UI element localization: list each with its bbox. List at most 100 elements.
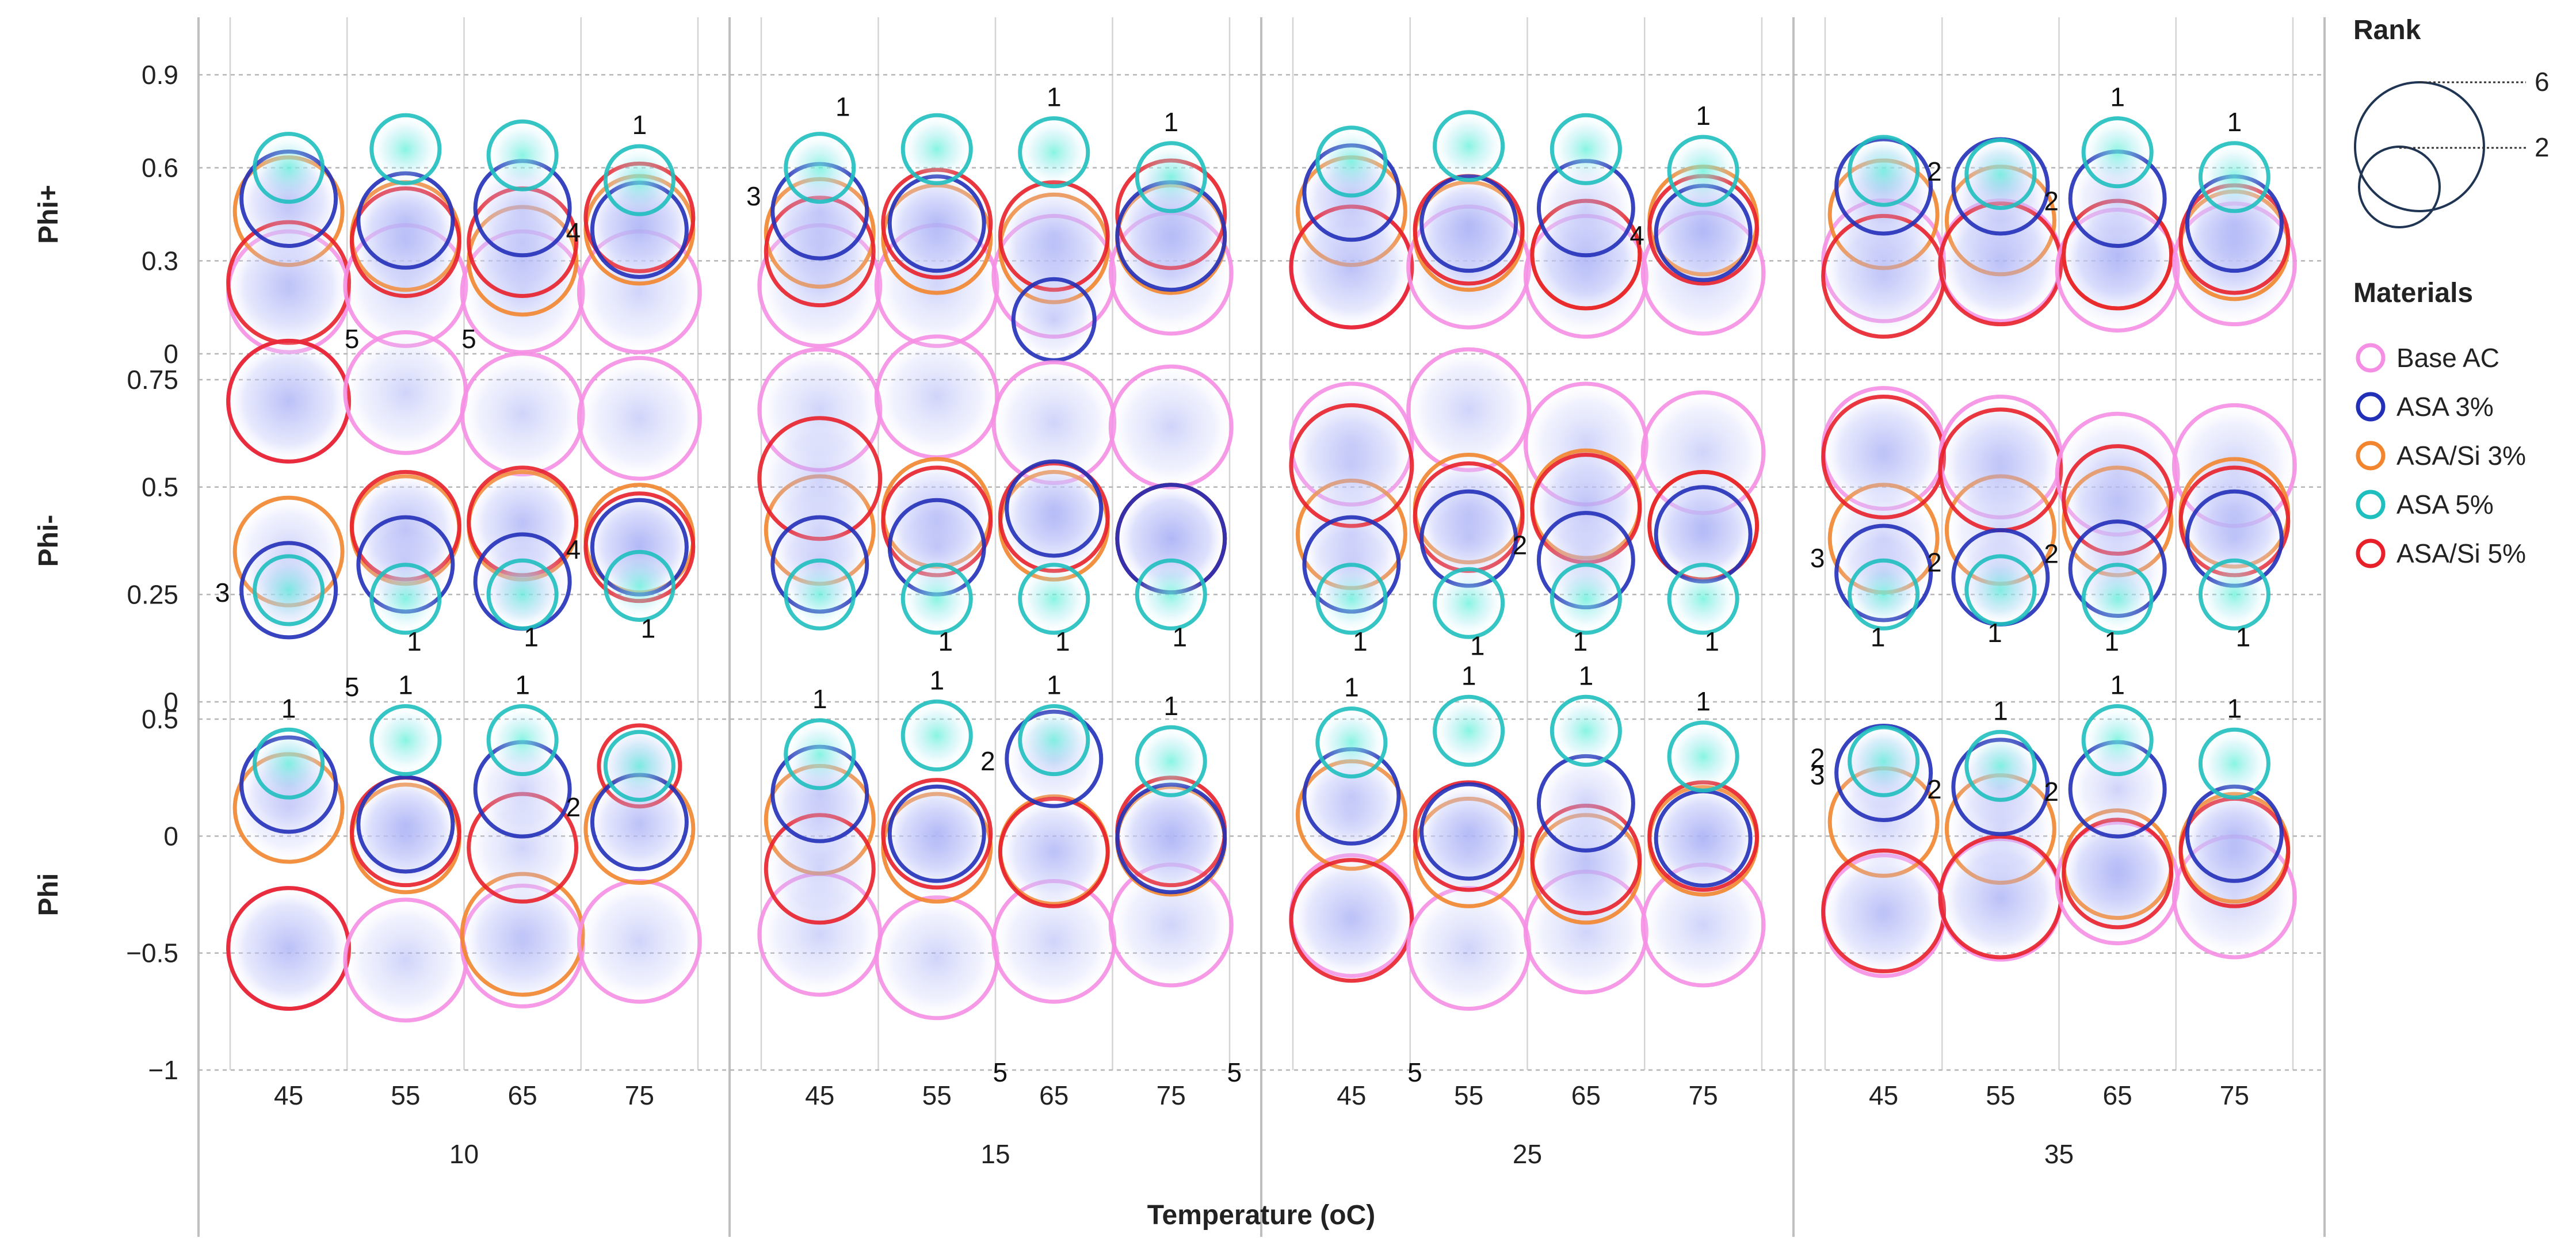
rank-annotation: 1 <box>1470 631 1485 660</box>
rank-annotation: 2 <box>2044 777 2059 807</box>
y-tick-label: −1 <box>148 1055 178 1085</box>
bubble-glow <box>2062 444 2174 556</box>
bubble-glow <box>1316 563 1387 634</box>
rank-annotation: 1 <box>641 613 656 643</box>
bubble-glow <box>577 878 703 1004</box>
rank-annotation-layer: 5 5 1 4 3 1 1 1 1 4 2 1 2 1 5 3 1 1 1 4 1 1 1 1 1 2 1 1 3 1 2 1 2 1 1 1 1 1 2 1… <box>215 82 2250 1087</box>
bubble-glow <box>1965 555 2036 626</box>
bubble-glow <box>1551 563 1621 634</box>
bubble-asa-si-5- <box>1289 858 1414 983</box>
bubble-glow <box>2199 728 2270 799</box>
bubble-glow <box>902 114 972 185</box>
legend-swatch <box>2356 538 2386 568</box>
y-tick-label: 0.6 <box>142 153 178 183</box>
rank-annotation: 1 <box>2236 622 2251 652</box>
bubble-glow <box>1136 559 1207 630</box>
rank-annotation: 1 <box>1163 691 1178 721</box>
x-tick-label: 55 <box>1986 1080 2015 1110</box>
bubble-asa-5- <box>1667 563 1739 635</box>
x-tick-label: 45 <box>805 1080 834 1110</box>
bubble-glow <box>487 705 558 775</box>
x-tick-label: 65 <box>508 1080 537 1110</box>
bubble-glow <box>604 731 675 801</box>
bubble-glow <box>998 180 1110 292</box>
bubble-asa-5- <box>1550 113 1622 185</box>
bubble-glow <box>2082 563 2153 634</box>
bubble-glow <box>1537 754 1635 853</box>
y-tick-label: −0.5 <box>126 938 178 968</box>
rank-annotation: 1 <box>1344 673 1359 702</box>
rank-annotation: 3 <box>1810 543 1825 573</box>
rank-annotation: 4 <box>566 534 581 564</box>
bubble-glow <box>1289 857 1414 983</box>
bubble-glow <box>604 145 675 216</box>
group-label: 10 <box>449 1139 479 1169</box>
rank-annotation: 1 <box>1871 622 1886 652</box>
bubble-glow <box>1433 696 1504 766</box>
bubble-glow <box>888 785 986 883</box>
y-tick-label: 0.75 <box>127 365 178 395</box>
bubble-asa-5- <box>1433 694 1505 767</box>
bubble-glow <box>370 705 441 775</box>
bubble-asa-5- <box>1848 725 1920 797</box>
rank-annotation: 2 <box>1810 743 1825 773</box>
bubble-asa-5- <box>2081 563 2154 635</box>
rank-annotation: 1 <box>2110 82 2125 112</box>
y-tick-label: 0.5 <box>142 704 178 734</box>
bubble-asa-5- <box>1848 135 1920 207</box>
rank-annotation: 1 <box>2227 107 2242 137</box>
bubble-glow <box>1848 135 1919 207</box>
bubble-glow <box>1821 213 1947 339</box>
bubble-glow <box>1115 483 1227 595</box>
bubble-glow <box>1938 201 2063 327</box>
rank-annotation: 2 <box>566 792 581 822</box>
bubble-asa-3- <box>1005 459 1104 558</box>
bubble-glow <box>1108 862 1234 988</box>
rank-annotation: 1 <box>1987 618 2002 648</box>
rank-annotation: 2 <box>2044 186 2059 216</box>
bubble-glow <box>1965 731 2036 801</box>
bubble-asa-5- <box>486 704 559 777</box>
rank-annotation: 1 <box>2227 693 2242 723</box>
bubble-asa-3- <box>887 784 986 883</box>
bubble-glow <box>1115 782 1227 895</box>
x-tick-label: 65 <box>1571 1080 1601 1110</box>
rank-annotation: 1 <box>1172 622 1187 652</box>
bubble-glow <box>226 338 352 464</box>
bubble-glow <box>460 872 585 997</box>
rank-annotation: 1 <box>1696 686 1711 716</box>
bubble-glow <box>991 878 1117 1004</box>
x-tick-label: 75 <box>1689 1080 1718 1110</box>
rank-annotation: 1 <box>281 693 296 723</box>
bubble-glow <box>343 897 468 1023</box>
bubble-glow <box>1316 707 1387 778</box>
bubble-glow <box>2082 117 2153 188</box>
bubble-glow <box>1537 159 1635 257</box>
rank-annotation: 1 <box>1704 626 1719 656</box>
bubble-glow <box>226 885 352 1011</box>
bubble-glow <box>1821 394 1947 520</box>
group-label: 15 <box>980 1139 1010 1169</box>
bubble-glow <box>2199 559 2270 630</box>
legend-swatch <box>2356 490 2386 519</box>
rank-legend-large-circle <box>2354 81 2485 212</box>
bubble-glow <box>1938 407 2063 533</box>
rank-annotation: 3 <box>1810 761 1825 790</box>
bubble-asa-5- <box>1848 558 1920 631</box>
bubble-glow <box>1848 726 1919 797</box>
bubble-glow <box>577 356 703 481</box>
rank-annotation: 2 <box>2044 539 2059 569</box>
bubble-asa-5- <box>784 132 856 204</box>
legend-entry-label: ASA 3% <box>2396 392 2494 422</box>
rank-annotation: 2 <box>980 746 995 776</box>
bubble-glow <box>1551 114 1621 185</box>
bubble-glow <box>2185 490 2284 588</box>
bubble-glow <box>1848 559 1919 630</box>
bubble-glow <box>1302 747 1400 846</box>
x-tick-label: 65 <box>2103 1080 2132 1110</box>
bubble-asa-si-5- <box>881 778 993 890</box>
bubble-glow <box>370 114 441 185</box>
bubble-glow <box>487 559 558 630</box>
bubble-glow <box>784 132 855 203</box>
rank-annotation: 1 <box>1579 660 1594 690</box>
